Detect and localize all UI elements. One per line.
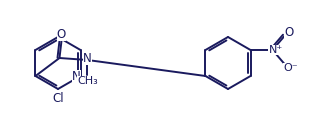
Text: O: O (57, 27, 66, 41)
Text: CH₃: CH₃ (77, 76, 98, 86)
Text: N⁺: N⁺ (268, 45, 283, 55)
Text: O: O (284, 26, 293, 38)
Text: N: N (83, 52, 92, 64)
Text: Cl: Cl (52, 92, 64, 106)
Text: N: N (72, 69, 81, 83)
Text: O⁻: O⁻ (283, 63, 298, 73)
